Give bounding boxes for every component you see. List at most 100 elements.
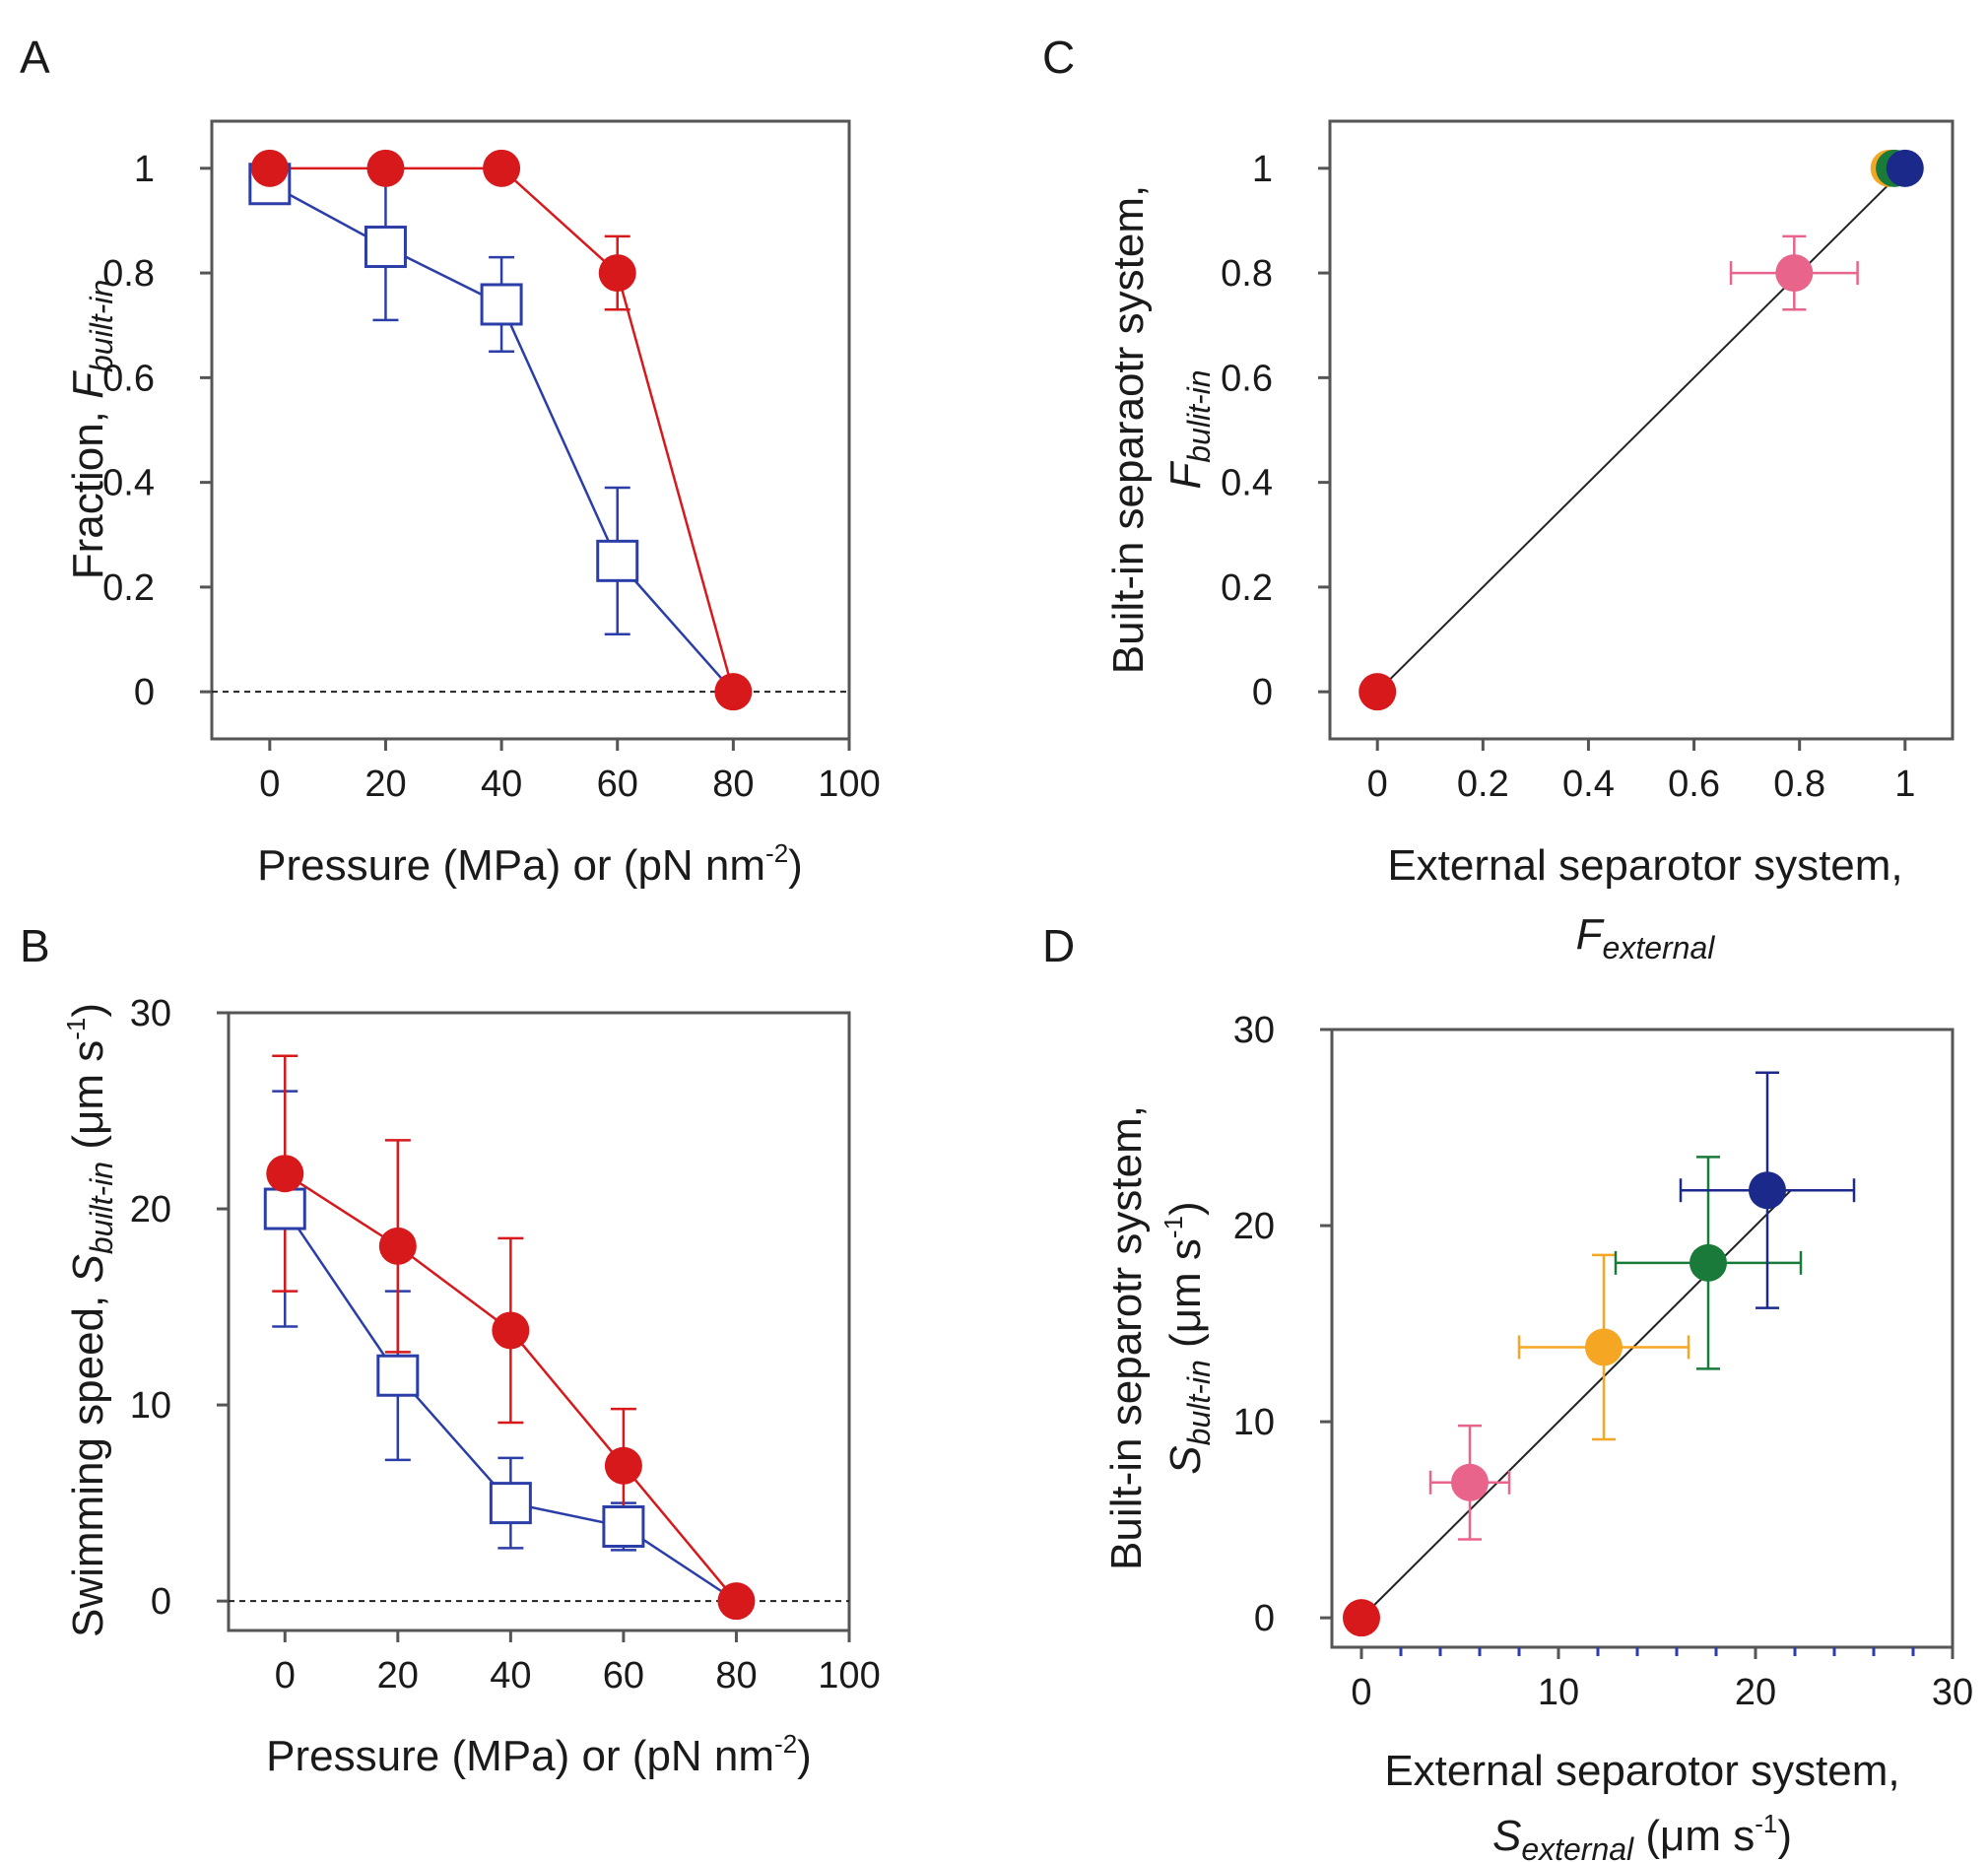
x-tick-label-a: 0 — [259, 764, 280, 805]
x-axis-label-close-b: ) — [797, 1732, 812, 1780]
y-axis-label-unit-b: (μm s — [64, 1040, 112, 1162]
x-tick-label-b: 20 — [377, 1655, 419, 1696]
x-tick-label-b: 100 — [818, 1655, 880, 1696]
data-point-red-circle-a — [714, 673, 753, 711]
x-axis-label-b: Pressure (MPa) or (pN nm-2) — [266, 1729, 812, 1780]
panel-a: A 0 20 40 60 80 100 0 0.2 0.4 0.6 0.8 1 Pressure (MP… — [20, 32, 881, 890]
y-axis-label-text-a: Fraction, — [64, 399, 112, 579]
y-axis-label-b: Swimming speed, Sbuilt-in (μm s-1) — [61, 1003, 119, 1637]
y-tick-label-d: 10 — [1233, 1402, 1275, 1443]
panel-d: D 0 10 20 30 0 10 20 30 External separotor syste… — [1042, 920, 1973, 1862]
x-axis-label-d: External separotor system, — [1384, 1747, 1899, 1795]
y-axis-label-sub-b: built-in — [84, 1162, 119, 1254]
y-axis-label-close-d: ) — [1161, 1201, 1210, 1216]
y-axis-label-line2-c: Fbulit-in — [1161, 369, 1217, 489]
y-tick-label-a: 0 — [134, 672, 155, 713]
y-tick-label-c: 0.6 — [1221, 358, 1273, 399]
y-axis-label-close-b: ) — [64, 1003, 112, 1018]
x-axis-label-a: Pressure (MPa) or (pN nm-2) — [257, 838, 803, 890]
data-point-blue-square-a — [596, 539, 639, 582]
x-tick-label-a: 80 — [712, 764, 754, 805]
x-axis-label-close-a: ) — [788, 841, 803, 890]
data-point-c — [1775, 254, 1814, 293]
data-point-red-circle-a — [250, 149, 289, 187]
data-point-blue-square-b — [489, 1482, 532, 1525]
y-tick-label-c: 0 — [1252, 672, 1273, 713]
x-axis-label-close-d: ) — [1777, 1812, 1792, 1860]
data-point-blue-square-b — [602, 1505, 645, 1549]
y-tick-label-d: 0 — [1254, 1598, 1275, 1639]
data-point-blue-square-b — [263, 1187, 306, 1230]
data-point-blue-square-b — [376, 1354, 420, 1397]
y-tick-label-a: 0.4 — [102, 463, 155, 504]
x-tick-label-c: 1 — [1894, 764, 1915, 805]
y-tick-label-b: 30 — [130, 993, 171, 1034]
y-tick-label-a: 0.2 — [102, 567, 155, 609]
x-axis-label-c: External separotor system, — [1387, 841, 1902, 890]
x-axis-label-line2-d: Sexternal (μm s-1) — [1492, 1809, 1792, 1862]
y-axis-label-var-a: F — [64, 370, 112, 399]
y-tick-label-b: 0 — [151, 1581, 171, 1623]
x-tick-label-b: 40 — [490, 1655, 531, 1696]
data-point-c — [1886, 149, 1924, 187]
plot-frame-a — [210, 119, 851, 741]
data-point-d — [1690, 1243, 1727, 1282]
panel-letter-b: B — [20, 920, 50, 971]
y-tick-label-c: 0.8 — [1221, 253, 1273, 295]
y-axis-label-sub-a: built-in — [84, 280, 119, 372]
y-axis-label-line2-d: Sbult-in (μm s-1) — [1159, 1201, 1217, 1474]
data-point-d — [1585, 1328, 1623, 1366]
plot-frame-b — [227, 1011, 851, 1632]
y-axis-label-var-c: F — [1161, 461, 1210, 490]
data-point-red-circle-b — [492, 1311, 530, 1350]
data-point-red-circle-b — [604, 1446, 642, 1485]
x-axis-label-text-b: Pressure (MPa) or (pN nm — [266, 1732, 774, 1780]
x-tick-label-d: 30 — [1932, 1672, 1973, 1713]
y-axis-label-var-b: S — [64, 1254, 112, 1283]
y-axis-label-text-b: Swimming speed, — [64, 1284, 112, 1637]
x-tick-label-d: 0 — [1351, 1672, 1371, 1713]
x-axis-label-line2-c: Fexternal — [1576, 910, 1716, 965]
x-axis-label-sub-d: external — [1521, 1831, 1634, 1862]
identity-line-c — [1376, 167, 1906, 693]
x-tick-label-c: 0.6 — [1668, 764, 1720, 805]
x-axis-label-var-d: S — [1492, 1812, 1521, 1860]
data-point-red-circle-a — [598, 254, 636, 293]
y-tick-label-a: 0.8 — [102, 253, 155, 295]
y-axis-label-superscript-d: -1 — [1159, 1216, 1188, 1238]
plot-frame-d — [1330, 1028, 1955, 1649]
y-tick-label-b: 10 — [130, 1385, 171, 1427]
panel-letter-d: D — [1042, 920, 1075, 971]
x-axis-label-superscript-d: -1 — [1755, 1809, 1777, 1838]
data-point-d — [1749, 1171, 1786, 1210]
y-axis-label-superscript-b: -1 — [61, 1018, 91, 1040]
y-tick-label-d: 30 — [1233, 1010, 1275, 1051]
y-axis-label-sub-d: bult-in — [1181, 1360, 1217, 1445]
y-axis-label-a: Fraction, Fbuilt-in — [64, 280, 119, 580]
y-tick-label-a: 0.6 — [102, 358, 155, 399]
identity-line-d — [1360, 1189, 1792, 1619]
y-tick-label-b: 20 — [130, 1189, 171, 1230]
x-axis-label-superscript-b: -2 — [774, 1729, 797, 1759]
x-axis-label-superscript-a: -2 — [765, 838, 788, 868]
x-tick-label-c: 0 — [1367, 764, 1388, 805]
data-point-red-circle-b — [266, 1155, 304, 1193]
panel-letter-a: A — [20, 32, 50, 83]
data-point-blue-square-a — [364, 226, 407, 269]
y-tick-label-c: 0.4 — [1221, 463, 1273, 504]
x-axis-label-var-c: F — [1576, 910, 1605, 959]
data-point-d — [1343, 1599, 1380, 1637]
y-axis-label-c: Built-in separaotr system, — [1104, 185, 1153, 674]
panel-letter-c: C — [1042, 32, 1075, 83]
panel-b: B 0 20 40 60 80 100 0 10 20 30 Pressure (MPa) or (… — [20, 920, 881, 1780]
x-tick-label-a: 20 — [364, 764, 406, 805]
y-axis-label-d: Built-in separotr system, — [1102, 1105, 1151, 1570]
x-axis-label-text-a: Pressure (MPa) or (pN nm — [257, 841, 765, 890]
data-point-red-circle-b — [378, 1227, 417, 1265]
data-point-blue-square-a — [480, 283, 523, 326]
data-point-c — [1358, 673, 1397, 711]
y-axis-label-var-d: S — [1161, 1445, 1210, 1474]
y-tick-label-a: 1 — [134, 149, 155, 190]
y-axis-label-sub-c: bulit-in — [1181, 369, 1217, 462]
